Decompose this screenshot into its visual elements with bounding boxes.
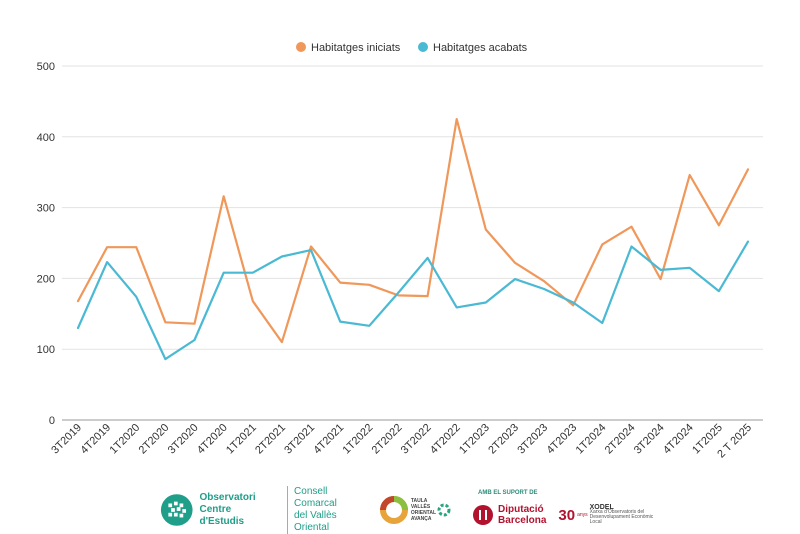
y-tick-label: 100 (37, 344, 55, 356)
y-tick-label: 300 (37, 203, 55, 215)
x-tick-label: 3T2024 (632, 422, 667, 457)
y-tick-label: 400 (37, 132, 55, 144)
x-tick-label: 2T2023 (486, 422, 521, 457)
x-tick-label: 3T2023 (515, 422, 550, 457)
gear-icon (436, 502, 452, 518)
x-tick-label: 4T2019 (78, 422, 113, 457)
diputacio-name: Diputació (498, 504, 546, 515)
x-tick-label: 3T2022 (399, 422, 434, 457)
x-tick-label: 3T2021 (282, 422, 317, 457)
x-tick-label: 4T2024 (661, 422, 696, 457)
chart-grid (62, 66, 763, 420)
x-tick-label: 2T2024 (603, 422, 638, 457)
legend-marker-0 (296, 42, 306, 52)
x-tick-label: 3T2020 (166, 422, 201, 457)
consell-name: Consell Comarcal (294, 486, 369, 510)
x-tick-label: 4T2023 (544, 422, 579, 457)
valles-avanca-logo: TAULA VALLÈS ORIENTAL AVANÇA (379, 495, 452, 525)
legend-label-1: Habitatges acabats (433, 42, 528, 54)
observatori-subname: Centre d'Estudis (199, 504, 273, 528)
chart-series (78, 119, 748, 359)
diputacio-emblem-icon (472, 504, 494, 526)
y-tick-label: 200 (37, 273, 55, 285)
x-tick-label: 2T2022 (370, 422, 405, 457)
suport-label: AMB EL SUPORT DE (478, 490, 538, 496)
legend-marker-1 (418, 42, 428, 52)
observatori-logo: Observatori Centre d'Estudis Consell Com… (160, 486, 369, 534)
footer-logos: Observatori Centre d'Estudis Consell Com… (160, 488, 660, 532)
chart-legend: Habitatges iniciats Habitatges acabats (296, 42, 528, 54)
x-axis-ticks: 3T20194T20191T20202T20203T20204T20201T20… (49, 422, 754, 461)
y-axis-ticks: 0 100 200 300 400 500 (37, 61, 55, 427)
x-tick-label: 2T2021 (253, 422, 288, 457)
xodel-line-2: Desenvolupament Econòmic Local (590, 515, 660, 525)
x-tick-label: 1T2022 (341, 422, 376, 457)
valles-line-4: AVANÇA (411, 516, 436, 522)
line-chart: 0 100 200 300 400 500 3T20194T20191T20202T202… (0, 0, 800, 488)
x-tick-label: 4T2021 (311, 422, 346, 457)
y-tick-label: 500 (37, 61, 55, 73)
xodel-anys: anys (577, 513, 588, 518)
xodel-number: 30 (558, 507, 575, 524)
x-tick-label: 1T2024 (574, 422, 609, 457)
xodel-logo: 30 anys XODEL Xarxa d'Observatoris del D… (558, 505, 660, 525)
series-line-1 (78, 242, 748, 360)
observatori-emblem-icon (160, 492, 193, 528)
series-line-0 (78, 119, 748, 342)
y-tick-label: 0 (49, 415, 55, 427)
x-tick-label: 1T2020 (108, 422, 143, 457)
x-tick-label: 1T2021 (224, 422, 259, 457)
observatori-name: Observatori (199, 492, 273, 504)
consell-subname: del Vallès Oriental (294, 510, 369, 534)
diputacio-logo: Diputació Barcelona (472, 504, 546, 526)
x-tick-label: 4T2022 (428, 422, 463, 457)
x-tick-label: 1T2023 (457, 422, 492, 457)
x-tick-label: 2T2020 (137, 422, 172, 457)
diputacio-subname: Barcelona (498, 515, 546, 526)
x-tick-label: 4T2020 (195, 422, 230, 457)
legend-label-0: Habitatges iniciats (311, 42, 401, 54)
ring-logo-icon (379, 495, 409, 525)
